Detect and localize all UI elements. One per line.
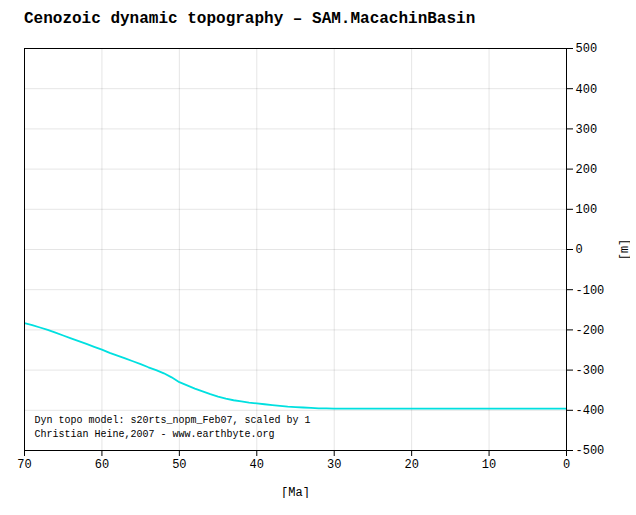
svg-text:[Ma]: [Ma]	[281, 486, 310, 499]
svg-text:500: 500	[576, 42, 598, 56]
svg-text:Dyn topo model: s20rts_nopm_Fe: Dyn topo model: s20rts_nopm_Feb07, scale…	[35, 415, 311, 440]
svg-text:-400: -400	[576, 404, 605, 418]
svg-text:-500: -500	[576, 444, 605, 458]
svg-text:10: 10	[482, 458, 496, 472]
html-text:Cenozoic dynamic topography –: Cenozoic dynamic topography – SAM.Macach…	[24, 10, 476, 28]
svg-text:200: 200	[576, 163, 598, 177]
svg-text:70: 70	[17, 458, 31, 472]
svg-text:30: 30	[327, 458, 341, 472]
svg-text:40: 40	[250, 458, 264, 472]
svg-text:0: 0	[563, 458, 570, 472]
svg-text:100: 100	[576, 203, 598, 217]
svg-text:300: 300	[576, 123, 598, 137]
svg-text:-300: -300	[576, 364, 605, 378]
svg-text:-100: -100	[576, 284, 605, 298]
svg-text:400: 400	[576, 83, 598, 97]
svg-text:[m]: [m]	[618, 239, 631, 261]
svg-text:0: 0	[576, 243, 583, 257]
svg-text:20: 20	[404, 458, 418, 472]
svg-text:60: 60	[95, 458, 109, 472]
svg-text:-200: -200	[576, 324, 605, 338]
svg-text:50: 50	[172, 458, 186, 472]
